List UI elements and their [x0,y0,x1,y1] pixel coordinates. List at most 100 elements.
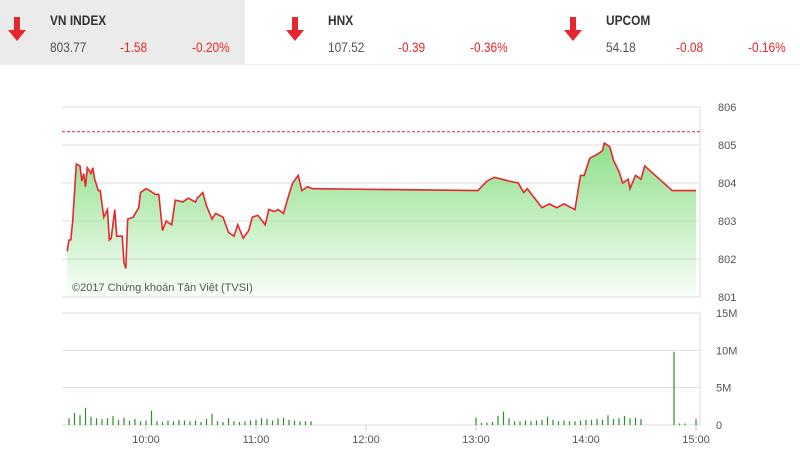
volume-bar [200,422,202,425]
index-tab-hnx[interactable]: HNX 107.52 -0.39 -0.36% [278,0,518,64]
volume-bar [546,416,549,425]
volume-bar [134,419,136,425]
volume-bar [249,420,252,425]
volume-bar [304,421,307,425]
index-change: -0.39 [398,39,426,55]
volume-bar [233,421,235,425]
price-axis-label: 806 [718,102,736,114]
volume-bar [535,420,538,425]
volume-bar [590,419,593,425]
time-axis-label: 11:00 [243,434,270,446]
volume-bar [271,420,274,425]
time-axis-label: 14:00 [572,434,600,446]
volume-axis-label: 15M [716,308,737,320]
volume-bar [128,420,131,425]
volume-bar [95,418,98,425]
index-change: -1.58 [120,39,148,55]
index-price: 54.18 [606,39,636,55]
index-price: 107.52 [328,39,365,55]
index-percent: -0.16% [748,39,786,55]
volume-bar [497,416,499,425]
volume-bar [161,422,164,425]
index-price: 803.77 [50,39,87,55]
volume-bar [601,419,604,425]
volume-bar [244,421,246,425]
index-name: VN INDEX [50,12,107,28]
volume-bar [574,421,576,425]
volume-bar [475,417,477,425]
volume-bar [216,421,219,425]
arrow-down-icon [286,17,304,41]
volume-bar [508,418,510,425]
volume-bar [678,423,681,425]
arrow-down-icon [8,17,26,41]
volume-bar [634,417,637,425]
volume-bar [579,420,582,425]
volume-bar [90,416,92,425]
index-header: VN INDEX 803.77 -1.58 -0.20% HNX 107.52 … [0,0,800,65]
volume-bar [84,407,87,425]
volume-bar [183,420,186,425]
volume-bar [513,421,516,425]
volume-axis-label: 10M [716,345,737,357]
volume-bar [596,419,598,425]
index-change: -0.08 [676,39,704,55]
volume-bar [205,419,208,425]
volume-bar [266,419,268,425]
volume-bar [106,418,109,425]
volume-bar [519,421,521,425]
volume-bar [211,413,213,425]
index-percent: -0.36% [470,39,508,55]
volume-bar [227,418,230,425]
volume-bar [568,421,571,425]
volume-bar [255,419,257,425]
time-axis-label: 13:00 [462,434,490,446]
volume-bar [167,420,169,425]
volume-bar [117,419,120,425]
volume-bar [238,422,241,425]
volume-bar [486,422,488,425]
volume-bar [695,419,697,425]
volume-bar [480,422,483,425]
volume-bar [541,419,543,425]
volume-bar [502,411,505,425]
volume-bar [612,419,615,425]
price-area [67,143,696,297]
price-axis-label: 803 [718,216,736,228]
volume-bar [310,421,312,425]
volume-bar [618,418,620,425]
volume-bar [222,422,224,425]
index-tab-vn-index[interactable]: VN INDEX 803.77 -1.58 -0.20% [0,0,245,64]
index-tab-upcom[interactable]: UPCOM 54.18 -0.08 -0.16% [556,0,796,64]
volume-bar [623,416,626,425]
volume-bar [640,419,642,425]
volume-bar [288,419,290,425]
volume-axis-label: 0 [716,420,722,432]
volume-bar [491,422,494,425]
volume-bar [68,418,70,425]
volume-bar [585,419,587,425]
volume-bar [260,418,263,425]
price-axis-label: 802 [718,254,736,266]
index-percent: -0.20% [192,39,230,55]
volume-bar [150,410,153,425]
volume-bar [293,420,296,425]
volume-bar [282,417,285,425]
volume-bar [139,421,142,425]
arrow-down-icon [564,17,582,41]
volume-bar [607,415,609,425]
volume-bar [524,420,527,425]
volume-bar [552,419,554,425]
price-axis-label: 804 [718,178,736,190]
price-line [66,141,696,269]
index-name: HNX [328,12,354,28]
price-axis-label: 805 [718,140,736,152]
volume-bar [101,419,103,425]
time-axis-label: 12:00 [352,434,380,446]
volume-bar [684,423,686,425]
volume-bar [156,421,158,425]
volume-bar [79,415,81,425]
volume-bar [530,421,532,425]
volume-bar [277,418,279,425]
